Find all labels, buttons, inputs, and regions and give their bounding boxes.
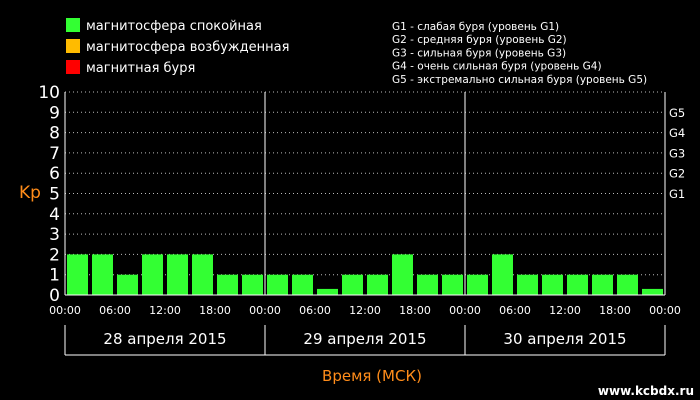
y-tick-label: 1 xyxy=(49,266,60,286)
kp-bar xyxy=(517,274,538,295)
kp-bar xyxy=(542,274,563,295)
day-label: 30 апреля 2015 xyxy=(503,330,626,348)
kp-bars xyxy=(67,254,663,295)
x-tick-label: 00:00 xyxy=(449,304,481,317)
kp-bar xyxy=(367,274,388,295)
x-tick-label: 06:00 xyxy=(499,304,531,317)
y-tick-label: 6 xyxy=(49,164,60,184)
kp-bar xyxy=(67,254,88,295)
kp-bar xyxy=(167,254,188,295)
x-tick-label: 06:00 xyxy=(99,304,131,317)
y-tick-label: 5 xyxy=(49,185,60,205)
g-level-label: G3 xyxy=(669,146,685,160)
kp-bar xyxy=(417,274,438,295)
day-label: 29 апреля 2015 xyxy=(303,330,426,348)
x-tick-label: 00:00 xyxy=(649,304,681,317)
kp-bar xyxy=(267,274,288,295)
kp-bar xyxy=(617,274,638,295)
day-labels: 28 апреля 2015 29 апреля 2015 30 апреля 20… xyxy=(64,325,666,356)
kp-bar xyxy=(492,254,513,295)
axes xyxy=(64,92,666,296)
kp-bar xyxy=(117,274,138,295)
x-tick-label: 12:00 xyxy=(549,304,581,317)
storm-level-item: G1 - слабая буря (уровень G1) xyxy=(392,21,559,33)
x-axis-label: Время (МСК) xyxy=(322,367,422,385)
x-tick-label: 00:00 xyxy=(249,304,281,317)
kp-bar xyxy=(217,274,238,295)
y-tick-label: 10 xyxy=(38,83,60,103)
y-tick-label: 2 xyxy=(49,245,60,265)
status-legend: магнитосфера спокойная магнитосфера возбу… xyxy=(66,18,289,76)
day-label: 28 апреля 2015 xyxy=(103,330,226,348)
g-level-labels: G1 G2 G3 G4 G5 xyxy=(669,106,685,201)
kp-bar xyxy=(442,274,463,295)
x-tick-label: 12:00 xyxy=(149,304,181,317)
g-level-label: G5 xyxy=(669,106,685,120)
y-tick-label: 4 xyxy=(49,205,60,225)
x-tick-label: 18:00 xyxy=(199,304,231,317)
kp-bar xyxy=(242,274,263,295)
y-tick-label: 7 xyxy=(49,144,60,164)
kp-bar xyxy=(642,288,663,295)
storm-level-item: G5 - экстремально сильная буря (уровень … xyxy=(392,74,647,86)
storm-level-item: G4 - очень сильная буря (уровень G4) xyxy=(392,61,602,73)
storm-level-item: G2 - средняя буря (уровень G2) xyxy=(392,34,567,46)
legend-swatch xyxy=(66,39,80,53)
kp-bar xyxy=(342,274,363,295)
x-tick-label: 18:00 xyxy=(599,304,631,317)
kp-bar xyxy=(317,288,338,295)
kp-bar xyxy=(592,274,613,295)
kp-bar xyxy=(292,274,313,295)
kp-bar xyxy=(92,254,113,295)
y-tick-label: 8 xyxy=(49,124,60,144)
kp-bar xyxy=(567,274,588,295)
x-tick-label: 00:00 xyxy=(49,304,81,317)
x-tick-label: 12:00 xyxy=(349,304,381,317)
storm-level-legend: G1 - слабая буря (уровень G1)G2 - средня… xyxy=(392,21,647,86)
legend-swatch xyxy=(66,60,80,74)
legend-label: магнитосфера спокойная xyxy=(86,19,262,34)
watermark: www.kcbdx.ru xyxy=(598,384,694,398)
kp-bar xyxy=(392,254,413,295)
g-level-label: G2 xyxy=(669,167,685,181)
y-tick-label: 9 xyxy=(49,103,60,123)
x-tick-label: 06:00 xyxy=(299,304,331,317)
grid-lines xyxy=(65,91,665,295)
x-tick-labels: 00:00 06:00 12:00 18:00 00:00 06:00 12:00 18:00… xyxy=(49,304,681,317)
kp-bar xyxy=(142,254,163,295)
kp-bar xyxy=(192,254,213,295)
y-tick-label: 0 xyxy=(49,286,60,306)
g-level-label: G4 xyxy=(669,126,685,140)
y-tick-label: 3 xyxy=(49,225,60,245)
kp-bar xyxy=(467,274,488,295)
x-tick-label: 18:00 xyxy=(399,304,431,317)
legend-label: магнитная буря xyxy=(86,61,195,76)
g-level-label: G1 xyxy=(669,187,685,201)
storm-level-item: G3 - сильная буря (уровень G3) xyxy=(392,47,566,59)
y-axis-label: Kp xyxy=(19,183,41,203)
legend-swatch xyxy=(66,18,80,32)
legend-label: магнитосфера возбужденная xyxy=(86,40,289,55)
